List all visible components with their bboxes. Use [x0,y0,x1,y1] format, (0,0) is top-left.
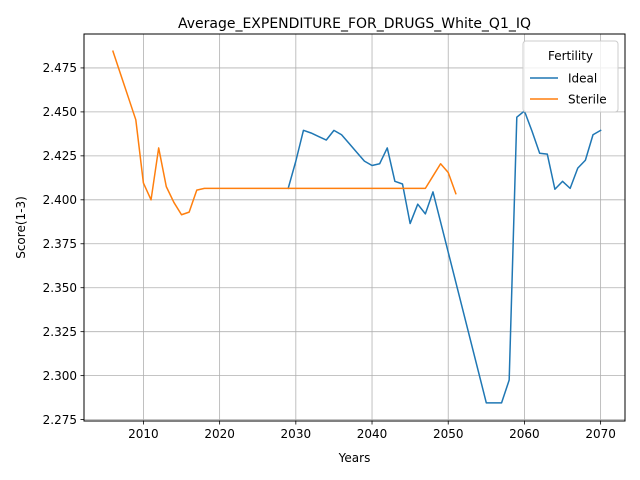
series-lines [112,50,602,404]
series-line-sterile [112,50,457,216]
plot-frame [83,33,626,422]
x-tick-label: 2050 [433,427,464,441]
y-tick-label: 2.350 [43,281,77,295]
grid [84,34,625,421]
legend-label-ideal: Ideal [568,72,597,86]
y-tick-label: 2.475 [43,61,77,75]
x-tick-label: 2070 [585,427,616,441]
y-axis-label: Score(1-3) [14,196,28,259]
y-ticks: 2.275 2.300 2.325 2.350 2.375 2.400 2.425 2.450… [43,61,84,427]
legend: Fertility Ideal Sterile [522,40,619,113]
x-tick-label: 2040 [357,427,388,441]
y-tick-label: 2.275 [43,413,77,427]
x-tick-label: 2010 [128,427,159,441]
legend-box [522,40,619,113]
legend-title: Fertility [548,49,593,63]
x-tick-label: 2020 [204,427,235,441]
y-tick-label: 2.450 [43,105,77,119]
y-tick-label: 2.325 [43,325,77,339]
x-tick-label: 2030 [281,427,312,441]
y-tick-label: 2.300 [43,369,77,383]
x-ticks: 2010 2020 2030 2040 2050 2060 2070 [128,421,616,441]
series-line-ideal [287,110,602,404]
chart-title: Average_EXPENDITURE_FOR_DRUGS_White_Q1_I… [178,16,531,32]
x-axis-label: Years [338,451,371,465]
y-tick-label: 2.375 [43,237,77,251]
x-tick-label: 2060 [509,427,540,441]
y-tick-label: 2.400 [43,193,77,207]
legend-label-sterile: Sterile [568,93,607,107]
y-tick-label: 2.425 [43,149,77,163]
